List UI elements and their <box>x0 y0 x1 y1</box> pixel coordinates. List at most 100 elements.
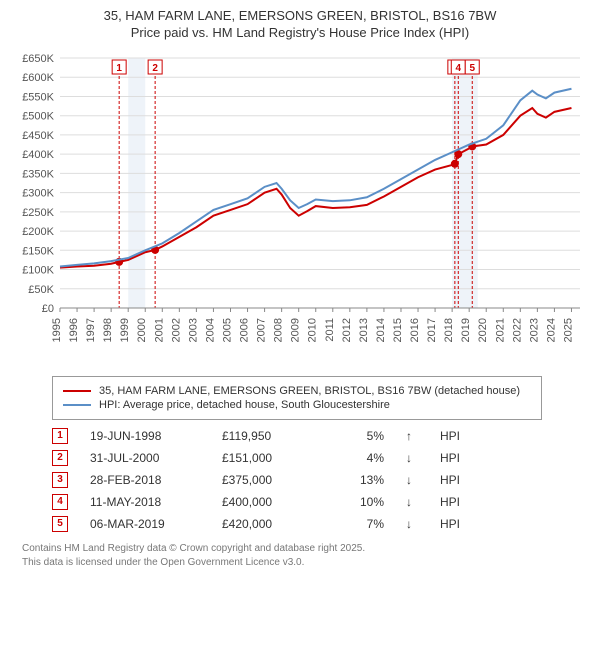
event-price: £400,000 <box>222 495 312 509</box>
svg-text:2021: 2021 <box>494 318 506 342</box>
svg-text:2012: 2012 <box>341 318 353 342</box>
event-row: 119-JUN-1998£119,9505%↑HPI <box>52 428 542 444</box>
svg-text:£600K: £600K <box>22 72 54 84</box>
chart-container: 35, HAM FARM LANE, EMERSONS GREEN, BRIST… <box>0 0 600 578</box>
svg-text:2002: 2002 <box>170 318 182 342</box>
svg-text:2024: 2024 <box>545 318 557 342</box>
svg-text:2017: 2017 <box>426 318 438 342</box>
event-suffix: HPI <box>440 429 460 443</box>
svg-text:£350K: £350K <box>22 168 54 180</box>
svg-text:1999: 1999 <box>119 318 131 342</box>
footer-line-2: This data is licensed under the Open Gov… <box>22 556 590 570</box>
title-line-2: Price paid vs. HM Land Registry's House … <box>10 25 590 42</box>
event-arrow-icon: ↓ <box>406 451 418 465</box>
svg-text:£300K: £300K <box>22 187 54 199</box>
legend-row: HPI: Average price, detached house, Sout… <box>63 399 531 411</box>
footer-text: Contains HM Land Registry data © Crown c… <box>22 542 590 570</box>
legend-label: 35, HAM FARM LANE, EMERSONS GREEN, BRIST… <box>99 385 520 397</box>
event-pct: 7% <box>334 517 384 531</box>
title-block: 35, HAM FARM LANE, EMERSONS GREEN, BRIST… <box>10 8 590 42</box>
event-suffix: HPI <box>440 451 460 465</box>
svg-text:2000: 2000 <box>136 318 148 342</box>
svg-text:2009: 2009 <box>290 318 302 342</box>
event-date: 11-MAY-2018 <box>90 495 200 509</box>
event-marker: 4 <box>52 494 68 510</box>
svg-text:£550K: £550K <box>22 91 54 103</box>
event-row: 5 06-MAR-2019 £420,000 7% ↓ HPI <box>52 516 542 532</box>
svg-text:2023: 2023 <box>528 318 540 342</box>
svg-text:2019: 2019 <box>460 318 472 342</box>
svg-text:2003: 2003 <box>187 318 199 342</box>
svg-text:2: 2 <box>152 63 158 74</box>
svg-text:2016: 2016 <box>409 318 421 342</box>
svg-text:£650K: £650K <box>22 53 54 65</box>
svg-text:2014: 2014 <box>375 318 387 342</box>
title-line-1: 35, HAM FARM LANE, EMERSONS GREEN, BRIST… <box>10 8 590 25</box>
svg-text:2008: 2008 <box>273 318 285 342</box>
svg-text:2010: 2010 <box>307 318 319 342</box>
svg-text:1998: 1998 <box>102 318 114 342</box>
svg-text:2018: 2018 <box>443 318 455 342</box>
svg-text:£450K: £450K <box>22 130 54 142</box>
svg-text:£150K: £150K <box>22 245 54 257</box>
svg-text:2001: 2001 <box>153 318 165 342</box>
svg-text:2011: 2011 <box>324 318 336 342</box>
event-arrow-icon: ↓ <box>406 517 418 531</box>
svg-text:2020: 2020 <box>477 318 489 342</box>
svg-text:£400K: £400K <box>22 149 54 161</box>
event-date: 06-MAR-2019 <box>90 517 200 531</box>
event-row: 3 28-FEB-2018 £375,000 13% ↓ HPI <box>52 472 542 488</box>
svg-text:1996: 1996 <box>68 318 80 342</box>
svg-text:2013: 2013 <box>358 318 370 342</box>
event-price: £420,000 <box>222 517 312 531</box>
event-date: 19-JUN-1998 <box>90 429 200 443</box>
svg-text:2004: 2004 <box>204 318 216 342</box>
event-pct: 10% <box>334 495 384 509</box>
legend-row: 35, HAM FARM LANE, EMERSONS GREEN, BRIST… <box>63 385 531 397</box>
event-arrow-icon: ↓ <box>406 495 418 509</box>
svg-text:2005: 2005 <box>221 318 233 342</box>
event-row: 2 31-JUL-2000 £151,000 4% ↓ HPI <box>52 450 542 466</box>
svg-text:£500K: £500K <box>22 110 54 122</box>
legend-label: HPI: Average price, detached house, Sout… <box>99 399 390 411</box>
price-chart-svg: £0 £50K £100K £150K £200K £250K £300K £350K £400… <box>10 48 590 368</box>
event-pct: 4% <box>334 451 384 465</box>
svg-text:4: 4 <box>455 63 461 74</box>
event-suffix: HPI <box>440 517 460 531</box>
chart-area: £0 £50K £100K £150K £200K £250K £300K £350K £400… <box>10 48 590 368</box>
svg-text:2007: 2007 <box>256 318 268 342</box>
event-marker: 5 <box>52 516 68 532</box>
svg-text:£250K: £250K <box>22 207 54 219</box>
events-table: 119-JUN-1998£119,9505%↑HPI231-JUL-2000£1… <box>52 428 542 532</box>
svg-text:2022: 2022 <box>511 318 523 342</box>
svg-text:2006: 2006 <box>239 318 251 342</box>
svg-text:5: 5 <box>469 63 475 74</box>
svg-text:1997: 1997 <box>85 318 97 342</box>
event-marker: 2 <box>52 450 68 466</box>
svg-text:£100K: £100K <box>22 264 54 276</box>
event-date: 28-FEB-2018 <box>90 473 200 487</box>
legend-swatch <box>63 390 91 392</box>
svg-text:2025: 2025 <box>562 318 574 342</box>
svg-text:1: 1 <box>116 63 122 74</box>
legend-swatch <box>63 404 91 406</box>
event-arrow-icon: ↓ <box>406 473 418 487</box>
event-pct: 5% <box>334 429 384 443</box>
event-row: 4 11-MAY-2018 £400,000 10% ↓ HPI <box>52 494 542 510</box>
legend-box: 35, HAM FARM LANE, EMERSONS GREEN, BRIST… <box>52 376 542 420</box>
event-suffix: HPI <box>440 473 460 487</box>
event-suffix: HPI <box>440 495 460 509</box>
event-date: 31-JUL-2000 <box>90 451 200 465</box>
svg-text:1995: 1995 <box>51 318 63 342</box>
svg-text:2015: 2015 <box>392 318 404 342</box>
svg-text:£200K: £200K <box>22 226 54 238</box>
event-price: £151,000 <box>222 451 312 465</box>
svg-text:£0: £0 <box>42 303 54 315</box>
event-pct: 13% <box>334 473 384 487</box>
event-price: £375,000 <box>222 473 312 487</box>
event-marker: 1 <box>52 428 68 444</box>
event-arrow-icon: ↑ <box>406 429 418 443</box>
svg-text:£50K: £50K <box>28 284 54 296</box>
event-marker: 3 <box>52 472 68 488</box>
footer-line-1: Contains HM Land Registry data © Crown c… <box>22 542 590 556</box>
